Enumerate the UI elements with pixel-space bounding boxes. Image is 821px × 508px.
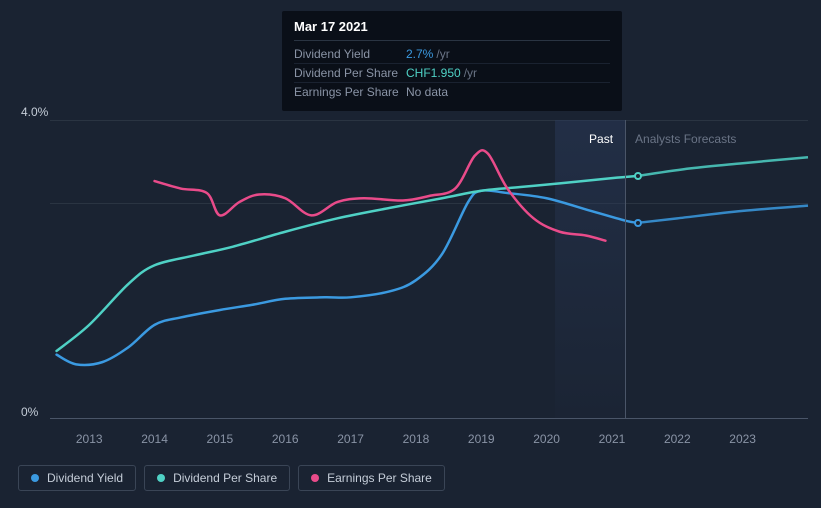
x-axis-tick: 2017 [337,432,364,446]
x-axis-tick: 2020 [533,432,560,446]
legend-item[interactable]: Dividend Per Share [144,465,290,491]
x-axis-tick: 2018 [403,432,430,446]
tooltip-row-value: 2.7% [406,47,433,61]
tooltip-row: Dividend Per ShareCHF1.950/yr [294,64,610,83]
tooltip-row: Earnings Per ShareNo data [294,83,610,101]
legend-dot-icon [31,474,39,482]
series-marker [634,172,642,180]
line-chart: 4.0% 0% Past Analysts Forecasts [18,105,808,430]
chart-svg [50,120,808,418]
past-label: Past [589,132,613,146]
tooltip-row-label: Dividend Per Share [294,66,406,80]
forecast-label: Analysts Forecasts [635,132,736,146]
past-forecast-divider [625,120,626,418]
legend-item[interactable]: Earnings Per Share [298,465,445,491]
tooltip-row-value: CHF1.950 [406,66,461,80]
x-axis-tick: 2023 [729,432,756,446]
x-axis-tick: 2022 [664,432,691,446]
tooltip-row: Dividend Yield2.7%/yr [294,45,610,64]
tooltip-row-value: No data [406,85,448,99]
chart-tooltip: Mar 17 2021 Dividend Yield2.7%/yrDividen… [282,11,622,111]
x-axis-tick: 2019 [468,432,495,446]
y-axis-max-label: 4.0% [21,105,48,119]
legend-label: Dividend Yield [47,471,123,485]
x-axis-tick: 2014 [141,432,168,446]
tooltip-row-unit: /yr [464,66,477,80]
legend-dot-icon [157,474,165,482]
x-axis-tick: 2016 [272,432,299,446]
legend-dot-icon [311,474,319,482]
chart-legend: Dividend Yield Dividend Per Share Earnings… [18,465,445,491]
tooltip-rows: Dividend Yield2.7%/yrDividend Per ShareC… [294,45,610,101]
tooltip-row-label: Earnings Per Share [294,85,406,99]
legend-label: Earnings Per Share [327,471,432,485]
x-axis-tick: 2013 [76,432,103,446]
tooltip-row-label: Dividend Yield [294,47,406,61]
y-axis-min-label: 0% [21,405,38,419]
legend-label: Dividend Per Share [173,471,277,485]
x-axis-tick: 2021 [599,432,626,446]
tooltip-row-unit: /yr [436,47,449,61]
plot-area[interactable]: Past Analysts Forecasts [50,120,808,418]
x-axis: 2013 2014 2015 2016 2017 2018 2019 2020 2021 2022… [50,428,808,448]
x-axis-tick: 2015 [207,432,234,446]
series-marker [634,219,642,227]
legend-item[interactable]: Dividend Yield [18,465,136,491]
tooltip-date: Mar 17 2021 [294,19,610,41]
gridline-bottom [50,418,808,419]
